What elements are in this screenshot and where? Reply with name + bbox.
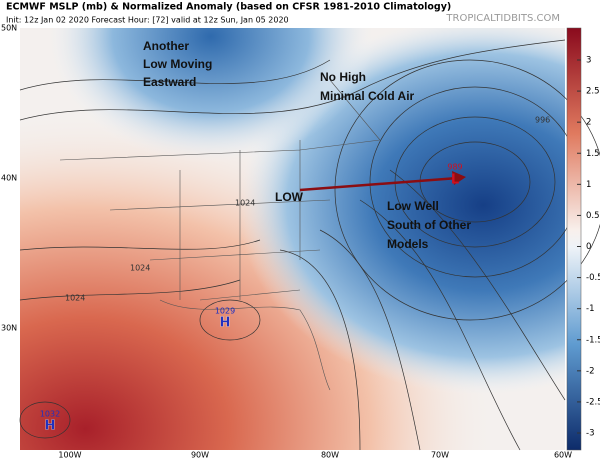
colorbar-label: 1.5 (586, 149, 600, 159)
colorbar-label: 0 (586, 242, 591, 252)
map (19, 28, 600, 451)
subtitle: Init: 12z Jan 02 2020 Forecast Hour: [72… (6, 16, 289, 25)
annotation: South of Other (387, 218, 471, 232)
annotation: Another (143, 39, 189, 53)
colorbar-label: -1.5 (586, 335, 600, 345)
latitude-label: 40N (1, 174, 17, 183)
pressure-letter: L (451, 173, 459, 188)
longitude-label: 80W (321, 451, 339, 460)
latitude-label: 30N (1, 324, 17, 333)
colorbar-label: 3 (586, 56, 591, 66)
longitude-label: 100W (58, 451, 81, 460)
pressure-value: 1032 (40, 410, 60, 419)
annotation: Models (387, 237, 429, 251)
longitude-label: 90W (191, 451, 209, 460)
pressure-value: 1029 (215, 307, 235, 316)
longitude-label: 70W (431, 451, 449, 460)
pressure-letter: H (220, 316, 231, 331)
colorbar (566, 27, 582, 451)
contour-label: 996 (535, 116, 550, 125)
pressure-value: 989 (447, 163, 462, 172)
annotation: No High (320, 70, 366, 84)
annotation: Minimal Cold Air (320, 89, 415, 103)
colorbar-label: -1 (586, 304, 594, 314)
watermark: TROPICALTIDBITS.COM (445, 13, 560, 24)
colorbar-label: 2 (586, 118, 591, 128)
annotation: Low Moving (143, 57, 212, 71)
colorbar-label: -3 (586, 429, 594, 439)
contour-label: 1024 (235, 199, 255, 208)
pressure-letter: H (45, 419, 56, 434)
longitude-label: 60W (554, 451, 572, 460)
colorbar-label: 0.5 (586, 211, 600, 221)
colorbar-label: 2.5 (586, 87, 600, 97)
title: ECMWF MSLP (mb) & Normalized Anomaly (ba… (6, 2, 451, 13)
colorbar-label: -2.5 (586, 397, 600, 407)
contour-label: 1024 (65, 294, 85, 303)
latitude-label: 50N (1, 24, 17, 33)
colorbar-label: 1 (586, 180, 591, 190)
colorbar-label: -2 (586, 366, 594, 376)
contour-label: 1024 (130, 264, 150, 273)
colorbar-label: -0.5 (586, 273, 600, 283)
low-label: LOW (275, 190, 304, 204)
annotation: Eastward (143, 75, 196, 89)
annotation: Low Well (387, 199, 439, 213)
